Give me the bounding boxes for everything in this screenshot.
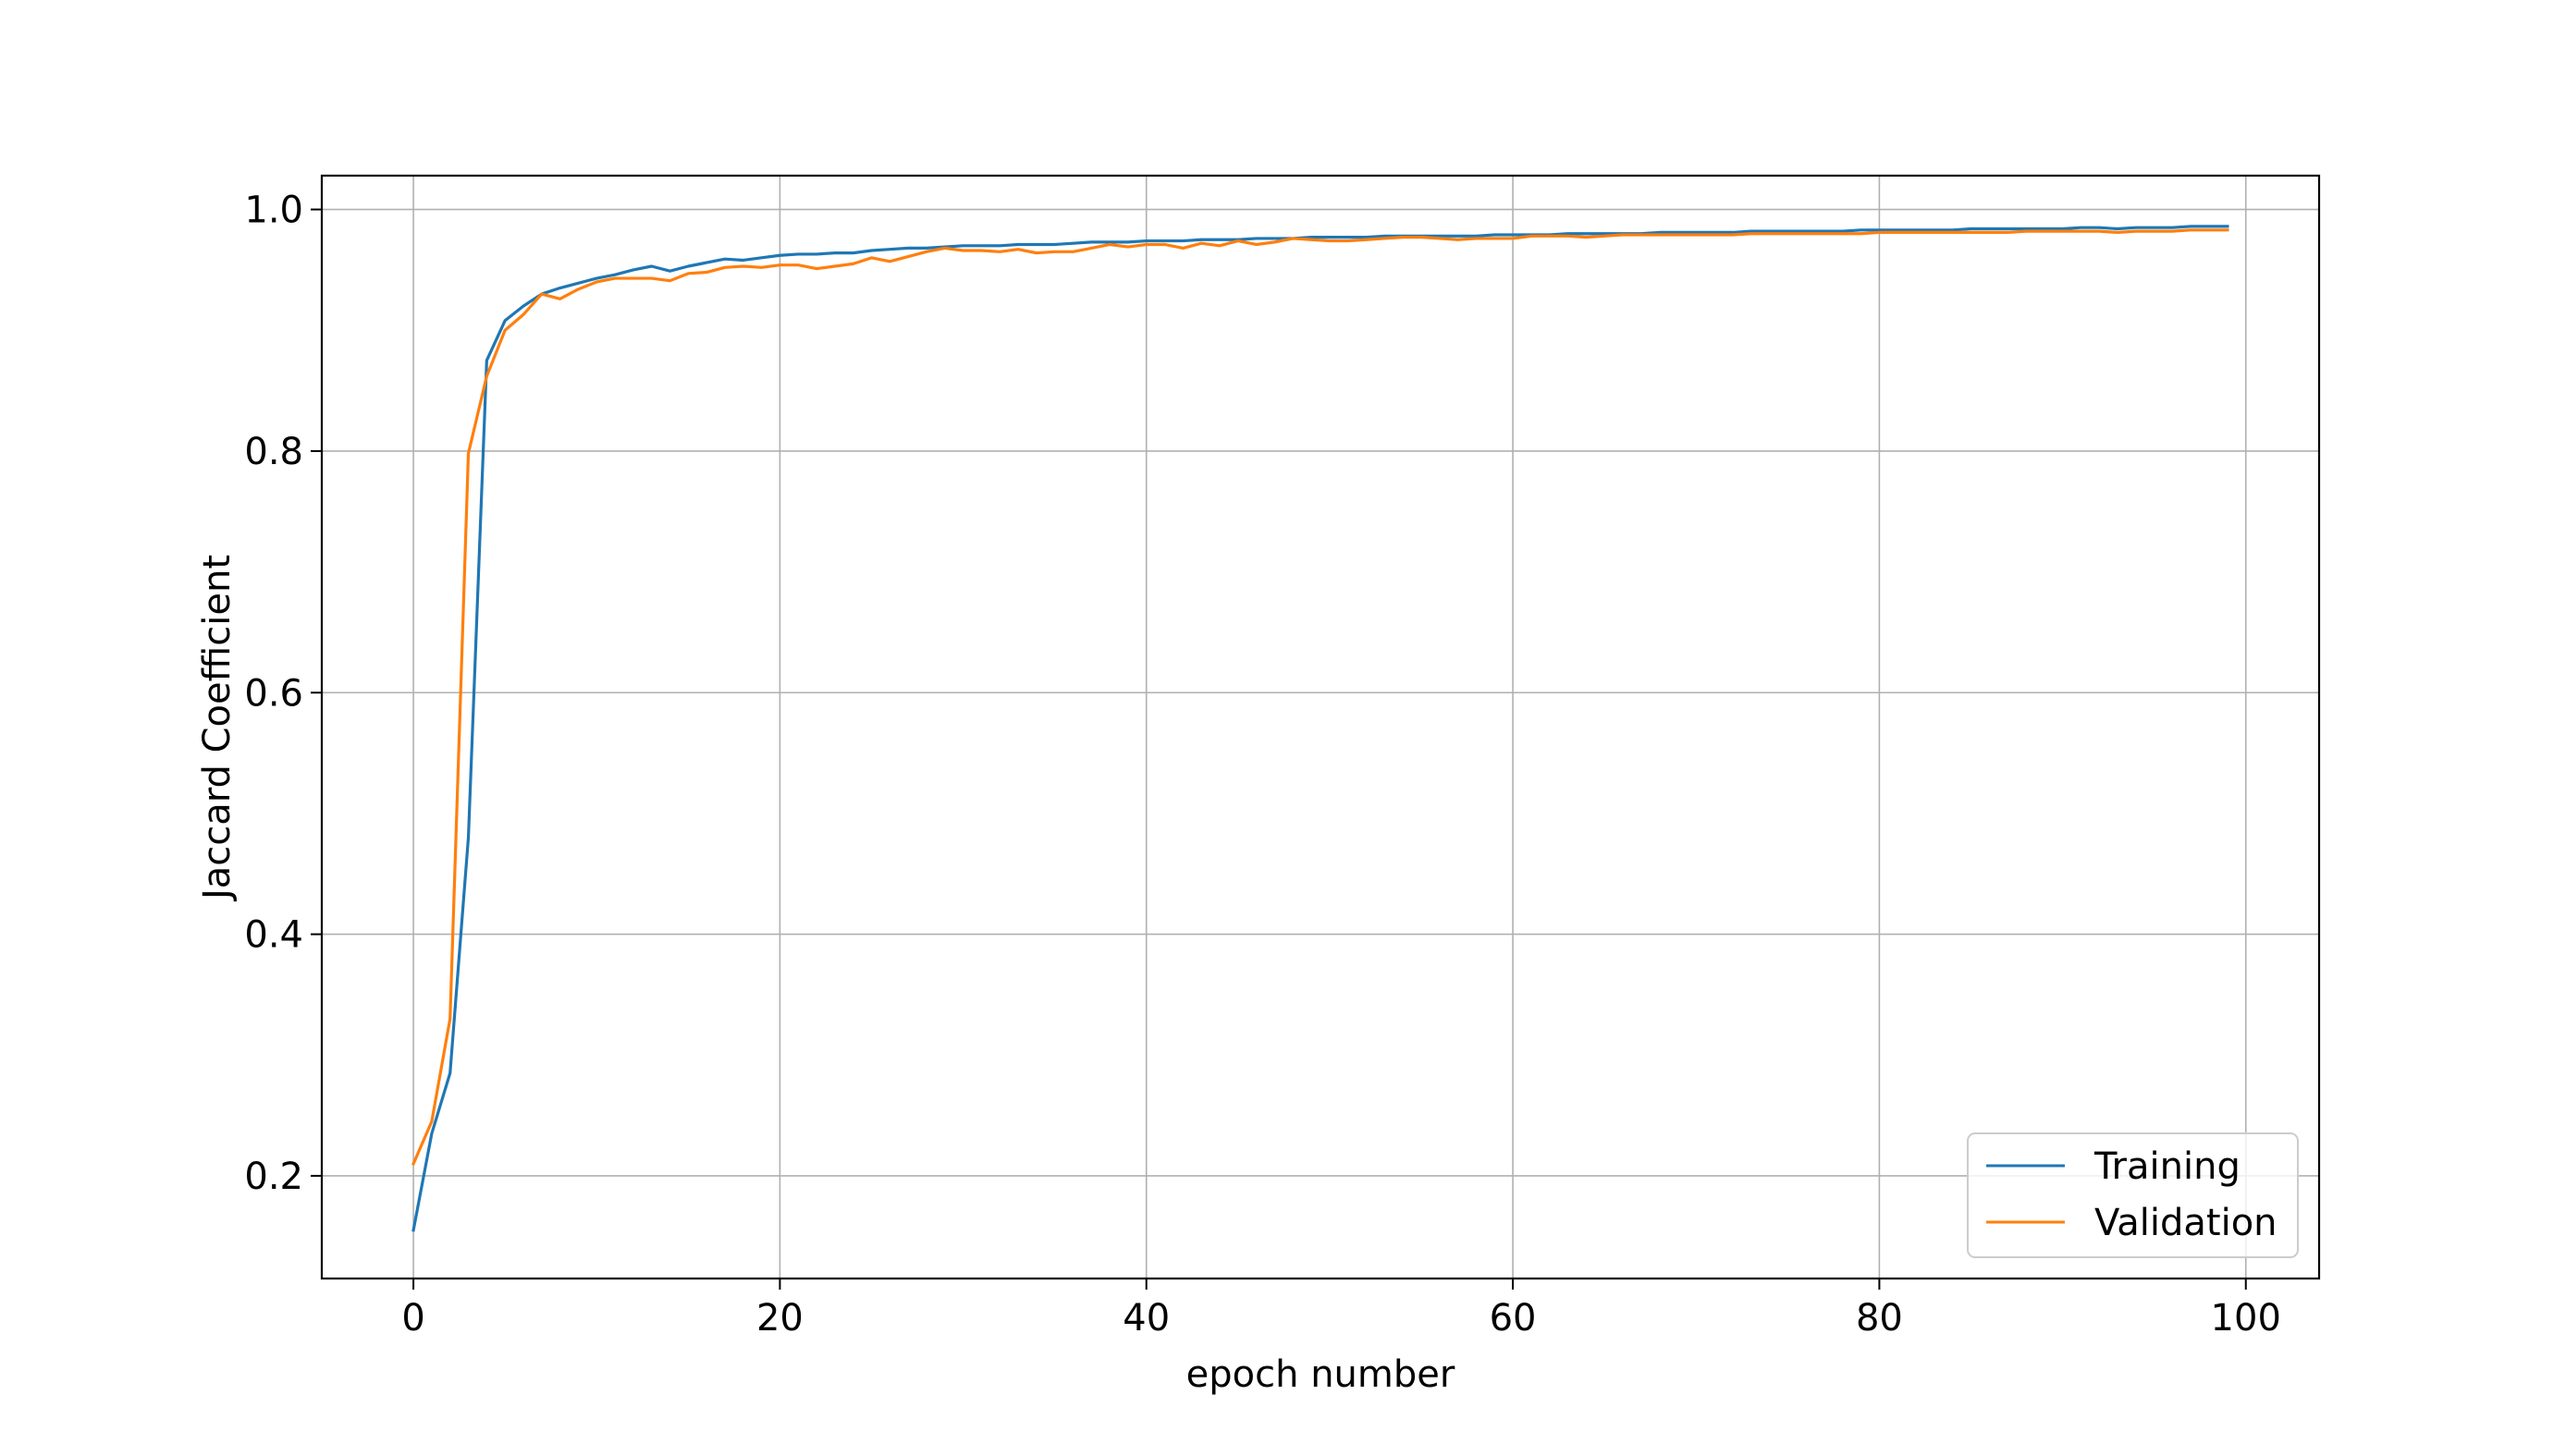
- x-tick-label: 20: [756, 1297, 804, 1340]
- x-tick-label: 0: [401, 1297, 424, 1340]
- y-tick-label: 1.0: [244, 190, 303, 232]
- x-tick-label: 60: [1490, 1297, 1537, 1340]
- x-tick-label: 100: [2211, 1297, 2281, 1340]
- plot-area-frame: [320, 174, 2321, 1280]
- series-line-validation: [411, 228, 2229, 1166]
- y-axis-ticks: 0.2 0.4 0.6 0.8 1.0: [244, 190, 322, 1198]
- x-axis-ticks: 0 20 40 60 80 100: [401, 1279, 2281, 1340]
- y-tick-label: 0.6: [244, 672, 303, 715]
- series-line-training: [411, 225, 2229, 1232]
- x-axis-title: epoch number: [1186, 1353, 1455, 1396]
- x-tick-label: 40: [1123, 1297, 1170, 1340]
- y-tick-label: 0.2: [244, 1156, 303, 1198]
- y-axis-title: Jaccard Coefficient: [196, 555, 239, 902]
- legend: Training Validation: [1967, 1132, 2299, 1258]
- x-tick-label: 80: [1856, 1297, 1903, 1340]
- legend-training-label: Training: [2093, 1145, 2241, 1188]
- y-tick-label: 0.4: [244, 914, 303, 957]
- series-layer: [411, 225, 2229, 1232]
- legend-validation-label: Validation: [2094, 1202, 2277, 1244]
- y-tick-label: 0.8: [244, 431, 303, 473]
